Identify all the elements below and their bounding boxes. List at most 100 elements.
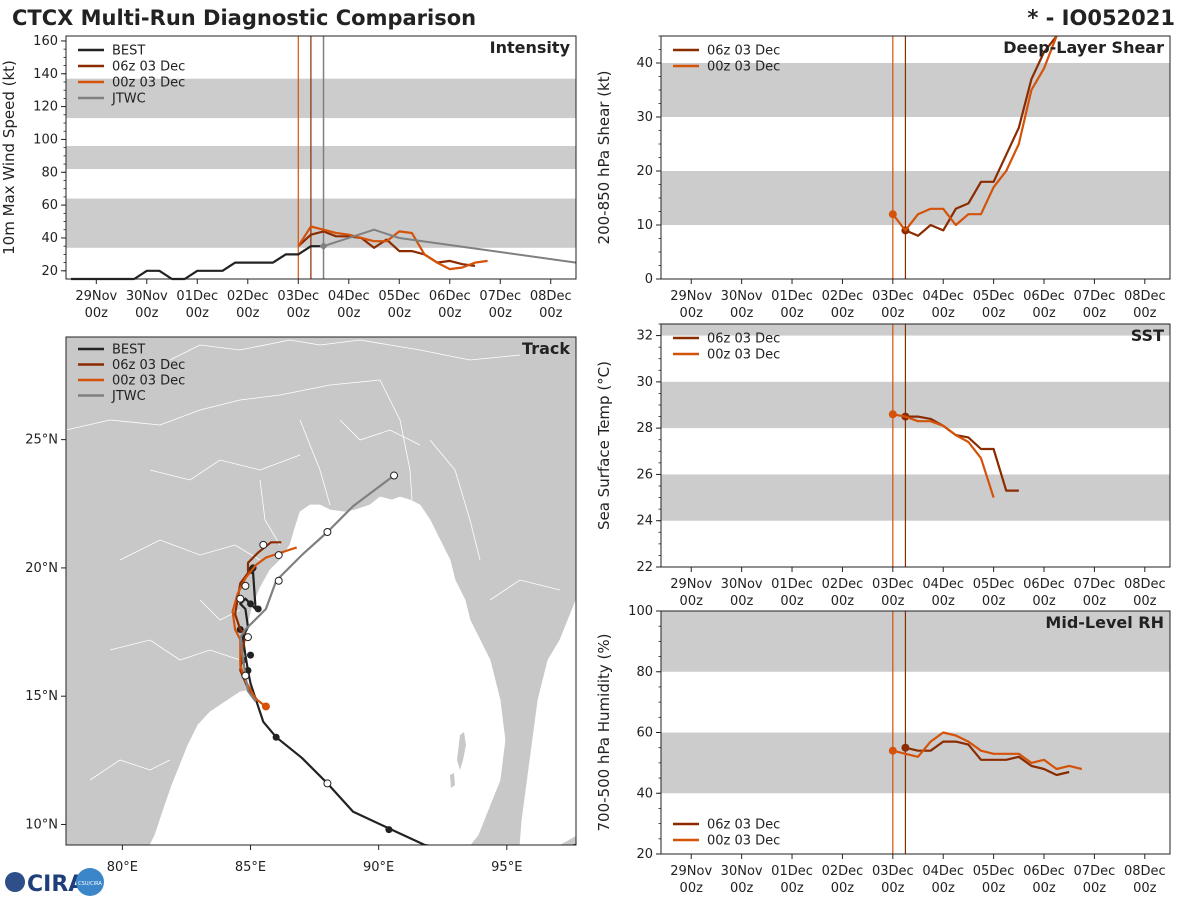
sst-xtick-sub-0: 00z: [680, 594, 704, 609]
intensity-xtick-label-1: 30Nov: [126, 289, 168, 304]
sst-xtick-label-3: 02Dec: [822, 577, 864, 592]
sst-xtick-label-1: 30Nov: [721, 577, 763, 592]
intensity-band-1: [66, 146, 576, 169]
rh-ytick-label-100: 100: [628, 604, 653, 619]
shear-ytick-label-0: 0: [645, 272, 653, 287]
rh-xtick-sub-6: 00z: [982, 881, 1006, 896]
shear-xtick-sub-2: 00z: [780, 306, 804, 321]
shear-xtick-label-1: 30Nov: [721, 289, 763, 304]
intensity-xtick-sub-9: 00z: [539, 306, 563, 321]
intensity-jtwc-start: [319, 242, 328, 251]
intensity-ytick-label-160: 160: [33, 34, 58, 49]
rh-ytick-label-80: 80: [636, 665, 653, 680]
sst-xtick-label-9: 08Dec: [1124, 577, 1166, 592]
intensity-ytick-label-80: 80: [41, 165, 58, 180]
intensity-series-jtwc: [323, 228, 577, 264]
track-open-marker-jtwc-7: [323, 527, 332, 536]
sst-ytick-label-30: 30: [636, 375, 653, 390]
track-lines: [231, 471, 576, 845]
track-open-marker-jtwc-6: [274, 576, 283, 585]
track-open-marker-jtwc-2: [241, 581, 250, 590]
sst-xtick-sub-4: 00z: [881, 594, 905, 609]
shear-xtick-sub-5: 00z: [932, 306, 956, 321]
logo-text: CIRA: [27, 872, 85, 897]
rh-ytick-label-40: 40: [636, 786, 653, 801]
figure-title: CTCX Multi-Run Diagnostic Comparison: [12, 6, 476, 30]
sst-ytick-label-32: 32: [636, 329, 653, 344]
rh-band-1: [661, 611, 1170, 672]
shear-legend-label-1: 00z 03 Dec: [707, 60, 780, 75]
rh-xtick-sub-1: 00z: [730, 881, 754, 896]
track-start-dot-run00: [261, 702, 270, 711]
shear-xtick-label-6: 05Dec: [973, 289, 1015, 304]
rh-xtick-label-9: 08Dec: [1124, 864, 1166, 879]
intensity-ytick-label-60: 60: [41, 198, 58, 213]
sst-xtick-label-8: 07Dec: [1074, 577, 1116, 592]
intensity-ylabel: 10m Max Wind Speed (kt): [0, 60, 18, 255]
sst-start-dot-run00: [888, 410, 897, 419]
rh-xtick-label-6: 05Dec: [973, 864, 1015, 879]
logo-ring-left: [5, 872, 25, 892]
sst-xtick-label-6: 05Dec: [973, 577, 1015, 592]
storm-id: * - IO052021: [1027, 6, 1175, 30]
intensity-ytick-label-100: 100: [33, 132, 58, 147]
rh-series-run00: [892, 731, 1083, 771]
shear-xtick-sub-1: 00z: [730, 306, 754, 321]
logo-globe: [76, 868, 104, 896]
shear-xtick-sub-0: 00z: [680, 306, 704, 321]
intensity-band-0: [66, 198, 576, 248]
rh-band-0: [661, 732, 1170, 794]
track-panel: 80°E 85°E 90°E 95°E 10°N 15°N 20°N 25°N Track BE…: [25, 336, 577, 875]
rh-xtick-sub-2: 00z: [780, 881, 804, 896]
track-marker-best-7: [254, 605, 262, 613]
rh-xtick-sub-9: 00z: [1133, 881, 1157, 896]
sst-frame: [660, 323, 1171, 568]
track-frame: [65, 336, 577, 846]
land-masses: [66, 337, 576, 845]
shear-title: Deep-Layer Shear: [1003, 38, 1164, 57]
intensity-ytick-label-120: 120: [33, 100, 58, 115]
rh-xtick-sub-7: 00z: [1032, 881, 1056, 896]
shear-start-dot-run00: [888, 210, 897, 219]
track-marker-best-1: [385, 826, 393, 834]
rh-ytick-label-60: 60: [636, 726, 653, 741]
track-ytick-label-0: 10°N: [25, 817, 58, 832]
track-ytick-label-2: 20°N: [25, 561, 58, 576]
rh-xtick-sub-8: 00z: [1083, 881, 1107, 896]
andaman-islands: [457, 732, 466, 770]
sst-xtick-label-4: 03Dec: [872, 577, 914, 592]
rh-xtick-label-0: 29Nov: [670, 864, 712, 879]
track-ytick-label-3: 25°N: [25, 433, 58, 448]
rh-xtick-label-3: 02Dec: [822, 864, 864, 879]
sst-legend-label-1: 00z 03 Dec: [707, 348, 780, 363]
track-marker-best-0: [272, 733, 280, 741]
rh-ytick-label-20: 20: [636, 847, 653, 862]
rh-start-dot-run00: [888, 746, 897, 755]
shear-band-1: [661, 63, 1170, 117]
sst-ytick-label-28: 28: [636, 421, 653, 436]
sst-ytick-label-26: 26: [636, 467, 653, 482]
sst-xtick-sub-1: 00z: [730, 594, 754, 609]
intensity-xtick-label-9: 08Dec: [530, 289, 572, 304]
intensity-xtick-label-6: 05Dec: [378, 289, 420, 304]
sst-band-2: [661, 324, 1170, 336]
intensity-panel: 20 40 60 80 100 120 140 160 29Nov 00z 30Nov 00z 01De…: [0, 34, 577, 321]
sst-legend-label-0: 06z 03 Dec: [707, 332, 780, 347]
shear-legend-label-0: 06z 03 Dec: [707, 44, 780, 59]
rh-series-run06: [905, 740, 1070, 777]
sst-xtick-sub-9: 00z: [1133, 594, 1157, 609]
track-open-marker-jtwc-1: [243, 633, 252, 642]
track-legend-label-0: BEST: [112, 343, 145, 358]
rh-panel: 20 40 60 80 100 29Nov 00z 30Nov 00z 01Dec 00z 02Dec…: [595, 604, 1171, 896]
intensity-xtick-sub-7: 00z: [438, 306, 462, 321]
cira-logo: CIRA CSU/CIRA: [5, 868, 104, 897]
rh-legend-label-0: 06z 03 Dec: [707, 818, 780, 833]
sst-xtick-label-2: 01Dec: [771, 577, 813, 592]
sst-panel: 22 24 26 28 30 32 29Nov 00z 30Nov 00z 01Dec 00z 02De…: [595, 323, 1171, 609]
rh-start-dot-run06: [901, 743, 910, 752]
sst-series-run06: [905, 415, 1019, 492]
rh-xtick-label-5: 04Dec: [922, 864, 964, 879]
shear-xtick-label-5: 04Dec: [922, 289, 964, 304]
track-open-marker-jtwc-8: [390, 471, 399, 480]
sst-ylabel: Sea Surface Temp (°C): [595, 361, 613, 530]
